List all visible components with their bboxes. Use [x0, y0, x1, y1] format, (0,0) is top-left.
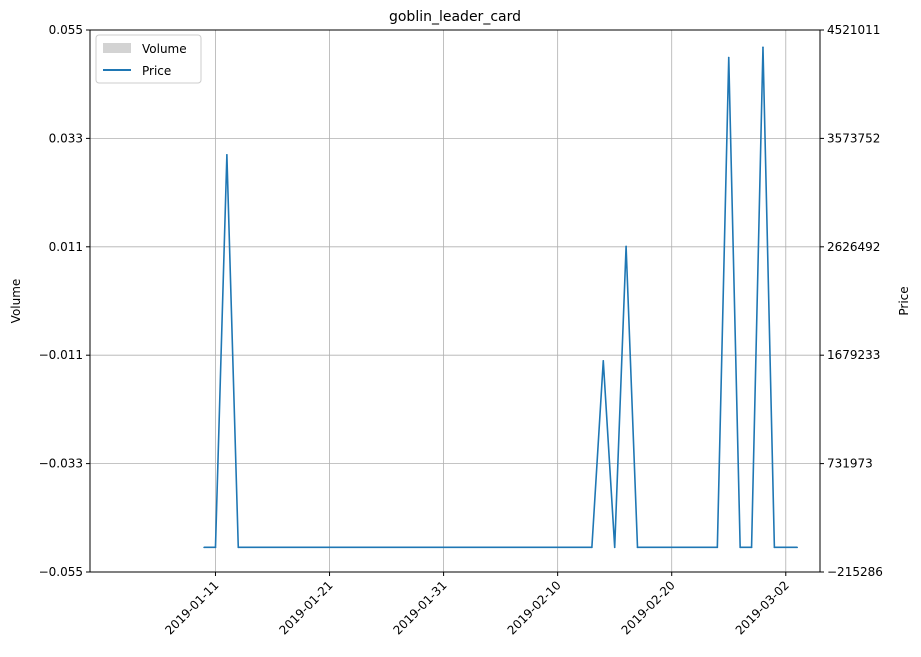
series-line-price — [204, 46, 798, 549]
data-point — [773, 546, 776, 549]
left-tick-label: −0.055 — [39, 565, 83, 579]
right-axis-title: Price — [897, 286, 911, 315]
legend-label-volume: Volume — [142, 42, 187, 56]
data-point — [716, 546, 719, 549]
plot-frame — [89, 29, 821, 573]
right-tick-label: 4521011 — [827, 23, 880, 37]
right-tick-label: −215286 — [827, 565, 883, 579]
left-tick-label: 0.033 — [49, 131, 83, 145]
data-point — [203, 546, 205, 549]
data-point — [750, 546, 753, 549]
data-point — [762, 46, 764, 49]
data-point — [727, 56, 730, 59]
data-point — [226, 154, 228, 156]
left-axis: −0.055 −0.033 −0.011 0.011 0.033 0.055 — [39, 23, 90, 579]
chart-title: goblin_leader_card — [389, 9, 521, 25]
right-tick-label: 3573752 — [827, 131, 880, 145]
data-point — [591, 546, 593, 549]
data-point — [625, 245, 627, 248]
left-tick-label: 0.011 — [49, 240, 83, 254]
legend-label-price: Price — [142, 64, 171, 78]
series-layer — [203, 46, 798, 549]
right-axis: −215286 731973 1679233 2626492 3573752 452101… — [820, 23, 883, 579]
legend: Volume Price — [95, 34, 202, 84]
right-tick-label: 731973 — [827, 457, 873, 471]
data-point — [237, 546, 240, 549]
legend-swatch-volume — [103, 43, 131, 53]
left-tick-label: 0.055 — [49, 23, 83, 37]
data-point — [796, 546, 798, 549]
left-axis-title: Volume — [9, 279, 23, 324]
data-point — [739, 546, 741, 549]
data-point — [214, 546, 217, 549]
data-point — [613, 546, 616, 549]
data-point — [602, 360, 605, 362]
right-tick-label: 1679233 — [827, 348, 880, 362]
left-tick-label: −0.033 — [39, 457, 83, 471]
left-tick-label: −0.011 — [39, 348, 83, 362]
right-tick-label: 2626492 — [827, 240, 880, 254]
data-point — [636, 546, 639, 549]
